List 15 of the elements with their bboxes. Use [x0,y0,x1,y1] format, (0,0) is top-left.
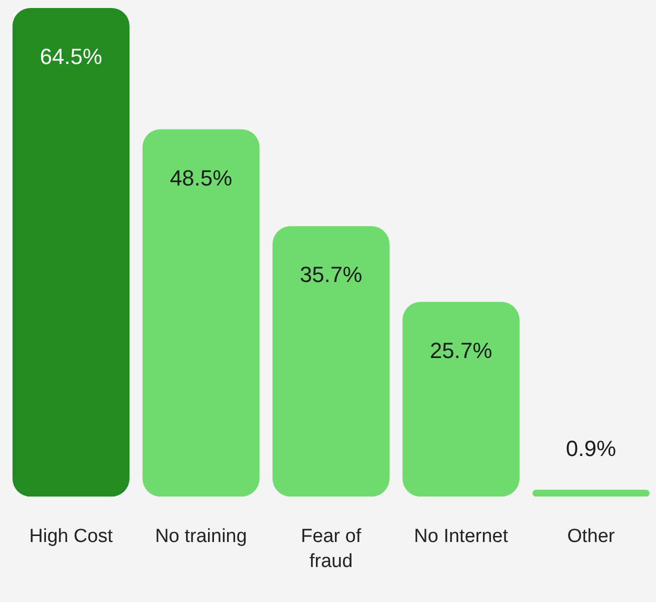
x-tick-label: No Internet [414,526,509,548]
bar [142,129,260,497]
bar [12,8,130,497]
bar [402,302,520,497]
x-tick-label: No training [155,526,247,548]
x-tick-label: High Cost [29,526,114,548]
data-label: 35.7% [300,262,362,288]
x-tick-label: Fear of fraud [300,526,362,572]
data-label: 64.5% [40,44,102,70]
x-tick-label: Other [567,526,616,548]
bar [272,226,390,497]
bar [532,490,650,497]
data-label: 0.9% [566,436,616,461]
data-label: 48.5% [170,165,232,190]
data-label: 25.7% [430,338,492,363]
